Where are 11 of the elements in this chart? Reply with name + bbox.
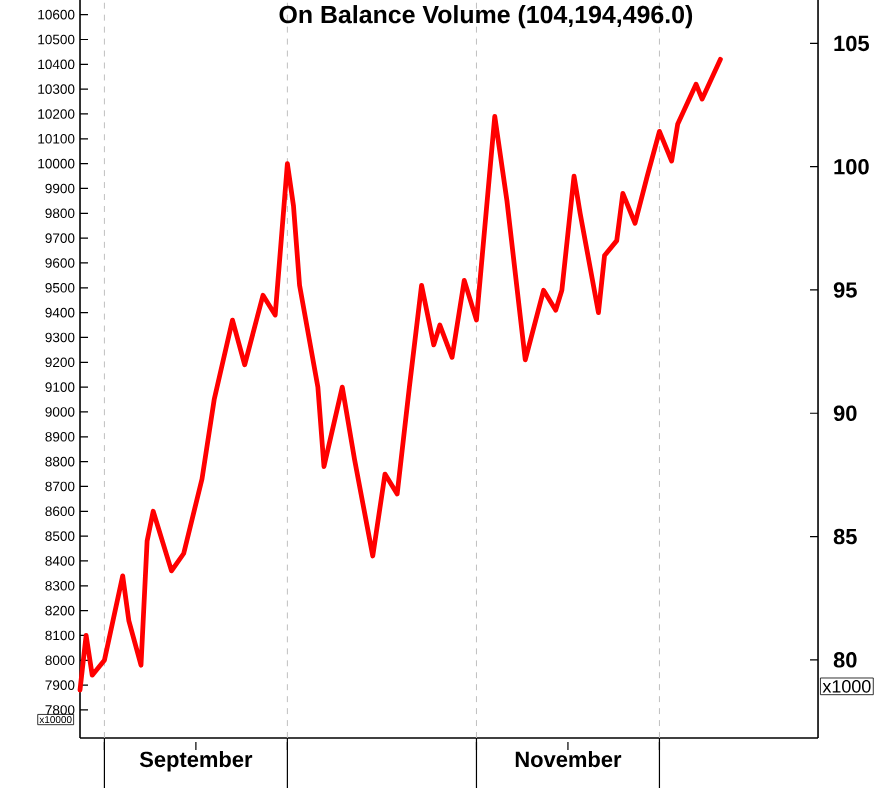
y2-tick-label: 90 (833, 405, 857, 422)
y2-tick-label: 80 (833, 652, 857, 668)
x-tick-label: November (515, 751, 622, 768)
y2-axis-title: x1000 (822, 679, 871, 693)
y2-tick-label: 85 (833, 528, 857, 545)
line-series (77, 56, 723, 693)
y2-tick-label: 95 (833, 282, 857, 298)
y2-tick-label: 105 (834, 35, 869, 52)
x-tick-label: September (139, 751, 253, 772)
y2-tick-label: 100 (834, 158, 869, 175)
chart-title: On Balance Volume (104,194,496.0) (279, 5, 693, 29)
